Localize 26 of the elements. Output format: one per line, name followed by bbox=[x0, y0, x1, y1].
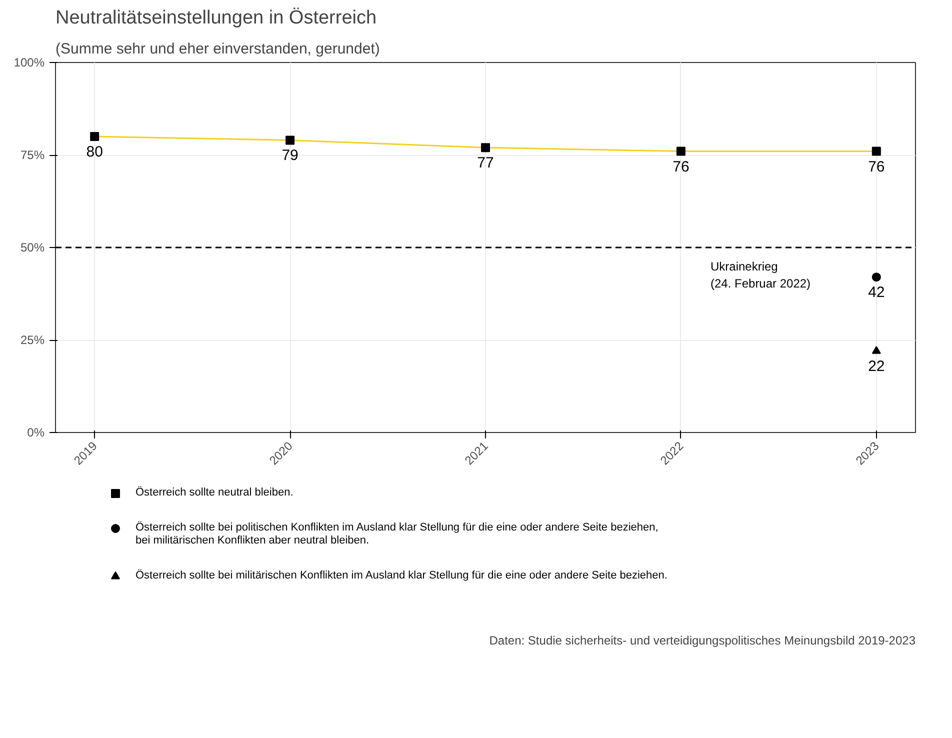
y-tick-label: 0% bbox=[27, 426, 45, 440]
data-label: 76 bbox=[868, 158, 885, 176]
point bbox=[676, 146, 686, 156]
legend-label: Österreich sollte bei politischen Konflikten im Ausland klar Stellung für die eine oder andere Seite beziehen, bei militärischen Konflikten aber neutral bleiben. bbox=[136, 520, 658, 547]
ref-line-label: Ukrainekrieg (24. Februar 2022) bbox=[710, 260, 811, 290]
y-tick-label: 75% bbox=[20, 148, 45, 162]
point bbox=[872, 272, 881, 282]
y-tick-label: 25% bbox=[20, 333, 45, 347]
data-label: 22 bbox=[868, 358, 885, 376]
point bbox=[872, 346, 881, 354]
point bbox=[286, 136, 295, 145]
text: Daten: Studie sicherheits- und verteidigungspolitisches Meinungsbild 2019-2023 bbox=[489, 634, 916, 648]
chart-subtitle: (Summe sehr und eher einverstanden, gerundet) bbox=[56, 40, 380, 58]
data-label: 42 bbox=[868, 284, 885, 302]
data-label: 77 bbox=[477, 154, 494, 172]
legend-label: Österreich sollte bei militärischen Konflikten im Ausland klar Stellung für die eine oder andere Seite beziehen. bbox=[136, 568, 668, 582]
legend-label: Österreich sollte neutral bleiben. bbox=[136, 486, 294, 498]
point bbox=[481, 143, 490, 152]
point bbox=[90, 132, 100, 141]
point bbox=[872, 146, 881, 156]
data-label: 79 bbox=[282, 147, 298, 164]
data-label: 80 bbox=[86, 144, 103, 160]
y-tick-label: 100% bbox=[14, 56, 45, 70]
data-label: 76 bbox=[672, 158, 690, 176]
chart-title: Neutralitätseinstellungen in Österreich bbox=[56, 8, 377, 28]
y-tick-label: 50% bbox=[20, 240, 45, 254]
